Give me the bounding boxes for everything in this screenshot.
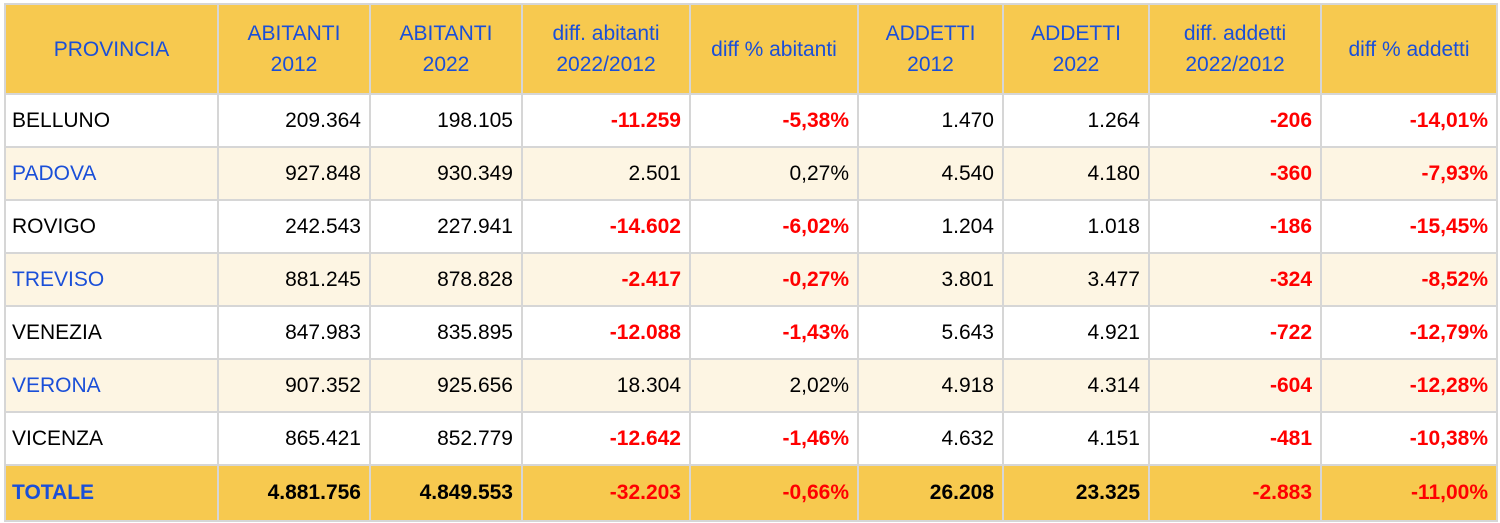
table-row: PADOVA 927.848 930.349 2.501 0,27% 4.540 4.180… bbox=[4, 146, 1498, 201]
cell-addetti-2012: 1.470 bbox=[857, 93, 1004, 148]
cell-diff-abitanti: 18.304 bbox=[521, 358, 691, 413]
cell-provincia: TREVISO bbox=[4, 252, 219, 307]
cell-diff-addetti: -481 bbox=[1148, 411, 1322, 466]
cell-diff-abitanti: -2.417 bbox=[521, 252, 691, 307]
column-header-diff-pct-addetti: diff % addetti bbox=[1320, 3, 1498, 95]
cell-provincia: BELLUNO bbox=[4, 93, 219, 148]
total-row: TOTALE 4.881.756 4.849.553 -32.203 -0,66% 26.… bbox=[4, 464, 1498, 522]
cell-provincia: TOTALE bbox=[4, 464, 219, 522]
table-row: BELLUNO 209.364 198.105 -11.259 -5,38% 1.470 1… bbox=[4, 93, 1498, 148]
cell-abitanti-2022: 925.656 bbox=[369, 358, 523, 413]
column-header-diff-addetti: diff. addetti 2022/2012 bbox=[1148, 3, 1322, 95]
column-header-addetti-2012: ADDETTI 2012 bbox=[857, 3, 1004, 95]
cell-diff-pct-abitanti: -1,46% bbox=[689, 411, 859, 466]
cell-addetti-2022: 4.151 bbox=[1002, 411, 1150, 466]
cell-diff-pct-addetti: -7,93% bbox=[1320, 146, 1498, 201]
cell-diff-pct-addetti: -12,79% bbox=[1320, 305, 1498, 360]
cell-diff-pct-abitanti: -0,27% bbox=[689, 252, 859, 307]
cell-addetti-2012: 1.204 bbox=[857, 199, 1004, 254]
cell-provincia: VICENZA bbox=[4, 411, 219, 466]
table-row: TREVISO 881.245 878.828 -2.417 -0,27% 3.801 3.… bbox=[4, 252, 1498, 307]
cell-diff-pct-abitanti: -6,02% bbox=[689, 199, 859, 254]
column-header-diff-pct-abitanti: diff % abitanti bbox=[689, 3, 859, 95]
cell-addetti-2012: 4.632 bbox=[857, 411, 1004, 466]
table-row: VERONA 907.352 925.656 18.304 2,02% 4.918 4.31… bbox=[4, 358, 1498, 413]
cell-abitanti-2012: 881.245 bbox=[217, 252, 371, 307]
table-body: BELLUNO 209.364 198.105 -11.259 -5,38% 1.470 1… bbox=[4, 93, 1498, 522]
cell-diff-pct-addetti: -10,38% bbox=[1320, 411, 1498, 466]
cell-provincia: ROVIGO bbox=[4, 199, 219, 254]
cell-abitanti-2012: 242.543 bbox=[217, 199, 371, 254]
data-table: PROVINCIA ABITANTI 2012 ABITANTI 2022 di… bbox=[4, 3, 1498, 522]
cell-abitanti-2012: 907.352 bbox=[217, 358, 371, 413]
cell-addetti-2022: 1.018 bbox=[1002, 199, 1150, 254]
cell-diff-pct-abitanti: -0,66% bbox=[689, 464, 859, 522]
table-row: VENEZIA 847.983 835.895 -12.088 -1,43% 5.643 4… bbox=[4, 305, 1498, 360]
cell-diff-abitanti: -14.602 bbox=[521, 199, 691, 254]
table-row: VICENZA 865.421 852.779 -12.642 -1,46% 4.632 4… bbox=[4, 411, 1498, 466]
cell-addetti-2022: 4.921 bbox=[1002, 305, 1150, 360]
cell-diff-addetti: -206 bbox=[1148, 93, 1322, 148]
cell-addetti-2012: 3.801 bbox=[857, 252, 1004, 307]
cell-addetti-2022: 23.325 bbox=[1002, 464, 1150, 522]
table-row: ROVIGO 242.543 227.941 -14.602 -6,02% 1.204 1.… bbox=[4, 199, 1498, 254]
cell-diff-abitanti: -12.088 bbox=[521, 305, 691, 360]
cell-diff-pct-addetti: -14,01% bbox=[1320, 93, 1498, 148]
cell-abitanti-2022: 198.105 bbox=[369, 93, 523, 148]
cell-abitanti-2022: 4.849.553 bbox=[369, 464, 523, 522]
cell-provincia: PADOVA bbox=[4, 146, 219, 201]
cell-provincia: VENEZIA bbox=[4, 305, 219, 360]
cell-abitanti-2012: 4.881.756 bbox=[217, 464, 371, 522]
cell-abitanti-2022: 930.349 bbox=[369, 146, 523, 201]
cell-diff-addetti: -2.883 bbox=[1148, 464, 1322, 522]
cell-addetti-2012: 26.208 bbox=[857, 464, 1004, 522]
cell-diff-addetti: -324 bbox=[1148, 252, 1322, 307]
cell-abitanti-2012: 847.983 bbox=[217, 305, 371, 360]
cell-addetti-2022: 4.180 bbox=[1002, 146, 1150, 201]
cell-abitanti-2022: 227.941 bbox=[369, 199, 523, 254]
cell-diff-pct-abitanti: -1,43% bbox=[689, 305, 859, 360]
cell-diff-pct-addetti: -11,00% bbox=[1320, 464, 1498, 522]
cell-diff-pct-addetti: -8,52% bbox=[1320, 252, 1498, 307]
cell-diff-pct-addetti: -15,45% bbox=[1320, 199, 1498, 254]
cell-addetti-2012: 4.918 bbox=[857, 358, 1004, 413]
cell-diff-abitanti: -11.259 bbox=[521, 93, 691, 148]
cell-addetti-2012: 5.643 bbox=[857, 305, 1004, 360]
column-header-abitanti-2012: ABITANTI 2012 bbox=[217, 3, 371, 95]
cell-addetti-2022: 1.264 bbox=[1002, 93, 1150, 148]
cell-abitanti-2022: 852.779 bbox=[369, 411, 523, 466]
column-header-diff-abitanti: diff. abitanti 2022/2012 bbox=[521, 3, 691, 95]
cell-diff-addetti: -360 bbox=[1148, 146, 1322, 201]
cell-abitanti-2012: 209.364 bbox=[217, 93, 371, 148]
column-header-abitanti-2022: ABITANTI 2022 bbox=[369, 3, 523, 95]
cell-addetti-2022: 4.314 bbox=[1002, 358, 1150, 413]
cell-diff-pct-abitanti: 0,27% bbox=[689, 146, 859, 201]
cell-diff-abitanti: 2.501 bbox=[521, 146, 691, 201]
cell-addetti-2012: 4.540 bbox=[857, 146, 1004, 201]
header-row: PROVINCIA ABITANTI 2012 ABITANTI 2022 di… bbox=[4, 3, 1498, 95]
cell-abitanti-2012: 865.421 bbox=[217, 411, 371, 466]
column-header-provincia: PROVINCIA bbox=[4, 3, 219, 95]
cell-diff-addetti: -604 bbox=[1148, 358, 1322, 413]
cell-diff-addetti: -722 bbox=[1148, 305, 1322, 360]
cell-addetti-2022: 3.477 bbox=[1002, 252, 1150, 307]
cell-diff-abitanti: -32.203 bbox=[521, 464, 691, 522]
cell-abitanti-2022: 835.895 bbox=[369, 305, 523, 360]
cell-abitanti-2022: 878.828 bbox=[369, 252, 523, 307]
cell-diff-addetti: -186 bbox=[1148, 199, 1322, 254]
column-header-addetti-2022: ADDETTI 2022 bbox=[1002, 3, 1150, 95]
cell-abitanti-2012: 927.848 bbox=[217, 146, 371, 201]
cell-diff-pct-abitanti: 2,02% bbox=[689, 358, 859, 413]
cell-diff-abitanti: -12.642 bbox=[521, 411, 691, 466]
cell-provincia: VERONA bbox=[4, 358, 219, 413]
cell-diff-pct-addetti: -12,28% bbox=[1320, 358, 1498, 413]
cell-diff-pct-abitanti: -5,38% bbox=[689, 93, 859, 148]
